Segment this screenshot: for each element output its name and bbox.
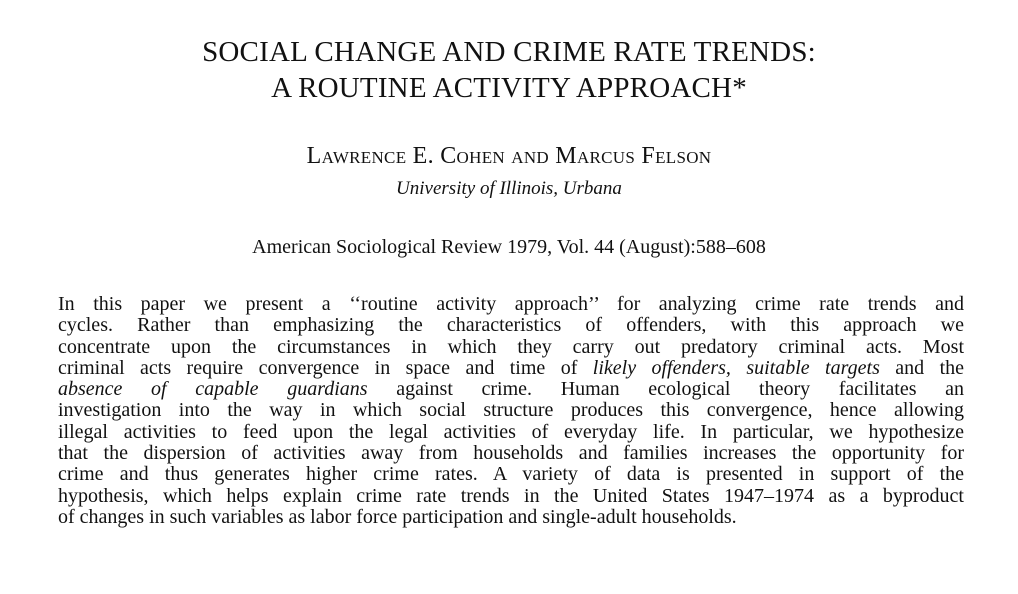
abstract-italic-phrase: likely offenders, suitable targets bbox=[592, 356, 880, 379]
abstract-text-run: crime and thus generates higher crime ra… bbox=[58, 463, 964, 486]
abstract-text-run: against crime. Human ecological theory f… bbox=[367, 378, 965, 401]
abstract-text-run: illegal activities to feed upon the lega… bbox=[58, 420, 964, 443]
abstract-text-run: hypothesis, which helps explain crime ra… bbox=[58, 484, 964, 507]
abstract-line: hypothesis, which helps explain crime ra… bbox=[58, 484, 964, 507]
abstract-line: crime and thus generates higher crime ra… bbox=[58, 464, 964, 485]
journal-citation: American Sociological Review 1979, Vol. … bbox=[252, 236, 766, 258]
abstract-text-run: investigation into the way in which soci… bbox=[58, 399, 964, 422]
abstract-line: absence of capable guardians against cri… bbox=[58, 379, 964, 400]
abstract-text-run: In this paper we present a ‘‘routine act… bbox=[58, 293, 964, 315]
abstract-text-run: cycles. Rather than emphasizing the char… bbox=[58, 314, 964, 337]
abstract-text-run: of changes in such variables as labor fo… bbox=[58, 505, 737, 528]
abstract-line: cycles. Rather than emphasizing the char… bbox=[58, 315, 964, 336]
abstract-text-run: and the bbox=[879, 356, 964, 379]
author-names: Lawrence E. Cohen and Marcus Felson bbox=[306, 143, 712, 169]
abstract-text-run: criminal acts require convergence in spa… bbox=[58, 356, 593, 379]
abstract-italic-phrase: absence of capable guardians bbox=[58, 378, 368, 401]
abstract-line: investigation into the way in which soci… bbox=[58, 400, 964, 421]
paper-title: SOCIAL CHANGE AND CRIME RATE TRENDS: A R… bbox=[0, 34, 1018, 106]
abstract-line: of changes in such variables as labor fo… bbox=[58, 505, 964, 528]
abstract-text: In this paper we present a ‘‘routine act… bbox=[58, 293, 964, 528]
abstract-line: that the dispersion of activities away f… bbox=[58, 442, 964, 465]
abstract-line: concentrate upon the circumstances in wh… bbox=[58, 335, 964, 358]
abstract-text-run: concentrate upon the circumstances in wh… bbox=[58, 335, 964, 358]
abstract-line: criminal acts require convergence in spa… bbox=[58, 356, 964, 379]
abstract-line: illegal activities to feed upon the lega… bbox=[58, 420, 964, 443]
abstract-text-run: that the dispersion of activities away f… bbox=[58, 442, 964, 465]
title-line-1: SOCIAL CHANGE AND CRIME RATE TRENDS: bbox=[202, 36, 816, 68]
title-line-2: A ROUTINE ACTIVITY APPROACH* bbox=[271, 72, 747, 104]
abstract-line: In this paper we present a ‘‘routine act… bbox=[58, 293, 964, 315]
author-affiliation: University of Illinois, Urbana bbox=[396, 178, 622, 199]
